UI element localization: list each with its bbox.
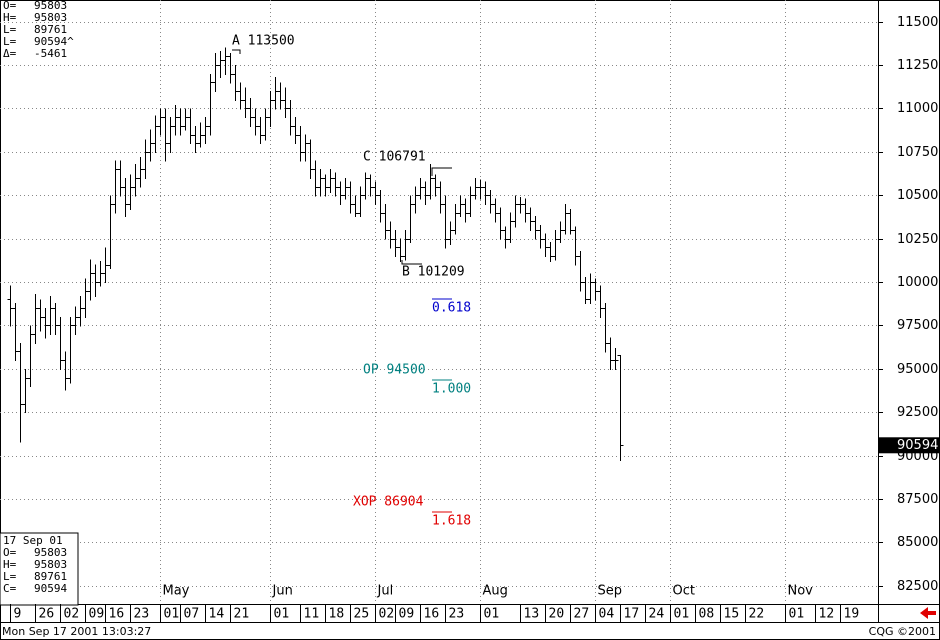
date-box-date: 17 Sep 01 (3, 534, 63, 547)
x-tick-label: 22 (749, 607, 765, 622)
x-tick-label: 23 (134, 607, 150, 622)
readout: O= 95803 H= 95803 L= 89761 L= 90594^ Δ= -5461 (3, 0, 74, 60)
month-label: Sep (598, 584, 623, 599)
y-tick-label: 82500 (897, 579, 938, 594)
month-label: Oct (673, 584, 695, 599)
y-tick-label: 112500 (897, 58, 940, 73)
annotation-marker (431, 167, 452, 176)
readout-label: L= (3, 23, 17, 36)
x-tick-label: 01 (164, 607, 180, 622)
y-tick-label: 87500 (897, 492, 938, 507)
date-box-value: 95803 (34, 546, 67, 559)
x-tick-label: 19 (844, 607, 860, 622)
y-tick-label: 107500 (897, 145, 940, 160)
readout-label: Δ= (3, 47, 17, 60)
objective: XOP 86904 (353, 495, 424, 510)
x-tick-label: 18 (329, 607, 345, 622)
y-tick-label: 85000 (897, 535, 938, 550)
x-tick-label: 09 (399, 607, 415, 622)
x-tick-label: 9 (14, 607, 22, 622)
date-box-label: C= (3, 582, 17, 595)
month-label: Aug (483, 584, 508, 599)
readout-value: -5461 (34, 47, 67, 60)
annotation-marker (401, 260, 422, 265)
readout-value: 90594^ (34, 35, 74, 48)
readout-value: 89761 (34, 23, 67, 36)
x-tick-label: 08 (699, 607, 715, 622)
y-tick-label: 92500 (897, 405, 938, 420)
readout-value: 95803 (34, 0, 67, 12)
x-tick-label: 01 (674, 607, 690, 622)
annotation: A 113500 (232, 34, 295, 49)
y-tick-label: 102500 (897, 232, 940, 247)
readout-label: O= (3, 0, 17, 12)
x-tick-label: 12 (819, 607, 835, 622)
last-price-box (879, 437, 940, 454)
readout-label: L= (3, 35, 17, 48)
fib-level: 1.618 (432, 514, 471, 529)
y-tick-label: 97500 (897, 318, 938, 333)
readout-label: H= (3, 11, 17, 24)
month-label: May (163, 584, 190, 599)
date-box-value: 89761 (34, 570, 67, 583)
y-tick-label: 100000 (897, 275, 940, 290)
month-label: Jun (272, 584, 293, 599)
x-tick-label: 07 (184, 607, 200, 622)
x-tick-label: 26 (39, 607, 55, 622)
x-tick-label: 04 (599, 607, 615, 622)
x-tick-label: 16 (424, 607, 440, 622)
x-tick-label: 01 (484, 607, 500, 622)
month-label: Jul (377, 584, 394, 599)
x-tick-label: 02 (64, 607, 80, 622)
x-tick-label: 21 (234, 607, 250, 622)
x-tick-label: 17 (624, 607, 640, 622)
fib-level: 1.000 (432, 382, 471, 397)
y-axis: 8250085000875009000092500950009750010000… (878, 15, 940, 594)
fib-level: 0.618 (432, 301, 471, 316)
x-tick-label: 09 (89, 607, 105, 622)
scroll-arrow[interactable] (920, 607, 936, 619)
date-box (0, 532, 79, 606)
brand: CQG ©2001 (869, 625, 936, 638)
objective: OP 94500 (363, 363, 426, 378)
y-tick-label: 105000 (897, 188, 940, 203)
month-label: Nov (788, 584, 814, 599)
readout-value: 95803 (34, 11, 67, 24)
annotation: B 101209 (402, 265, 465, 280)
x-tick-label: 15 (724, 607, 740, 622)
bars (7, 47, 624, 461)
date-box-value: 95803 (34, 558, 67, 571)
x-tick-label: 24 (649, 607, 665, 622)
date-box-value: 90594 (34, 582, 67, 595)
annotation-marker (232, 49, 241, 54)
annotation: C 106791 (363, 150, 426, 165)
x-tick-label: 13 (524, 607, 540, 622)
y-tick-label: 110000 (897, 101, 940, 116)
last-price-label: 90594 (897, 438, 938, 453)
date-box-label: H= (3, 558, 17, 571)
timestamp: Mon Sep 17 2001 13:03:27 (2, 625, 151, 638)
y-tick-label: 95000 (897, 362, 938, 377)
x-tick-label: 01 (789, 607, 805, 622)
date-box-label: L= (3, 570, 17, 583)
date-box-label: O= (3, 546, 17, 559)
x-tick-label: 02 (379, 607, 395, 622)
x-axis: May Jun Jul Aug Sep Oct Nov 9 26 02 09 16 23 01 07 14 21… (10, 584, 860, 622)
x-tick-label: 27 (574, 607, 590, 622)
x-tick-label: 11 (304, 607, 320, 622)
x-tick-label: 20 (549, 607, 565, 622)
x-tick-label: 01 (274, 607, 290, 622)
y-tick-label: 115000 (897, 15, 940, 30)
date-box-text: 17 Sep 01O= 95803 H= 95803 L= 89761 C= 90594 (3, 534, 67, 595)
x-tick-label: 14 (209, 607, 225, 622)
x-tick-label: 23 (449, 607, 465, 622)
x-tick-label: 16 (109, 607, 125, 622)
x-tick-label: 25 (354, 607, 370, 622)
